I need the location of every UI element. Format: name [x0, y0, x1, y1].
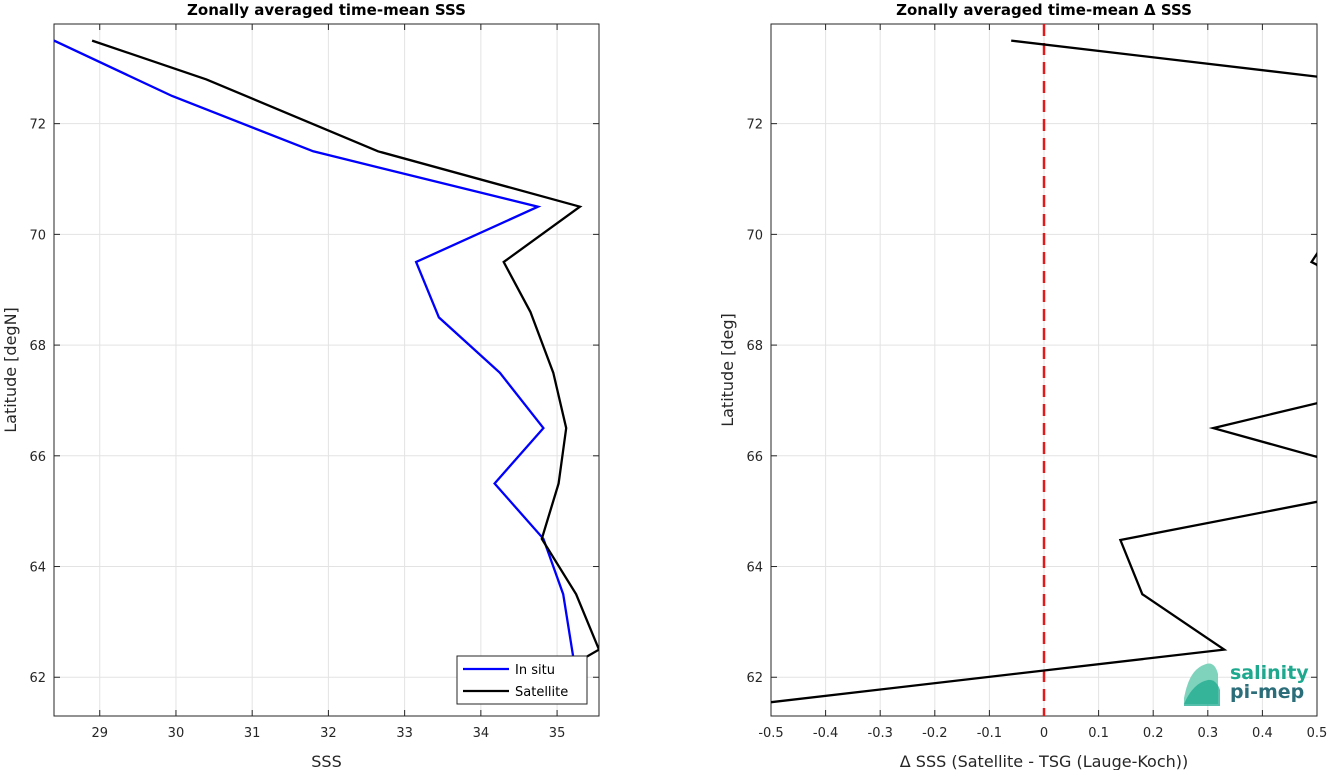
x-tick-label: 30: [168, 726, 185, 741]
legend: In situ Satellite: [456, 655, 588, 705]
x-tick-label: 0.1: [1088, 726, 1109, 741]
logo-line2: pi-mep: [1230, 681, 1304, 703]
series-group: [771, 39, 1317, 704]
series-group: [54, 39, 599, 662]
x-tick-label: -0.4: [813, 726, 838, 741]
legend-box: [456, 655, 588, 705]
panel-delta-sss: -0.5 -0.4 -0.3 -0.2 -0.1 0 0.1 0.2 0.3 0.4 0.5 62 64…: [718, 1, 1328, 770]
x-tick-label: 0.4: [1252, 726, 1273, 741]
series-line-0: [54, 39, 575, 661]
chart-title: Zonally averaged time-mean Δ SSS: [896, 1, 1192, 19]
x-tick-label: 0: [1040, 726, 1048, 741]
x-tick-label: -0.3: [868, 726, 893, 741]
x-tick-label: 0.2: [1143, 726, 1164, 741]
series-line-0: [771, 39, 1317, 704]
y-tick-label: 72: [29, 118, 46, 133]
x-tick-label: 33: [396, 726, 413, 741]
y-tick-label: 62: [746, 671, 763, 686]
x-tick-label: -0.5: [758, 726, 783, 741]
axes-box: [53, 23, 600, 717]
legend-label: Satellite: [515, 685, 568, 700]
x-tick-label: 29: [91, 726, 108, 741]
y-tick-label: 70: [29, 228, 46, 243]
y-tick-label: 70: [746, 228, 763, 243]
panel-sss: 29 30 31 32 33 34 35 62 64 66 68 70 72 Zonally averag…: [1, 1, 600, 770]
salinity-pi-mep-logo: salinity pi-mep: [1184, 662, 1309, 706]
x-tick-label: 34: [473, 726, 490, 741]
chart-title: Zonally averaged time-mean SSS: [187, 1, 466, 19]
series-line-1: [91, 39, 599, 662]
legend-label: In situ: [515, 663, 555, 678]
y-tick-label: 66: [29, 450, 46, 465]
x-tick-label: -0.2: [922, 726, 947, 741]
logo-line1: salinity: [1230, 662, 1309, 684]
x-tick-label: 31: [244, 726, 261, 741]
y-tick-label: 64: [29, 561, 46, 576]
y-axis-label: Latitude [deg]: [718, 313, 737, 427]
y-tick-label: 72: [746, 118, 763, 133]
x-tick-label: 32: [320, 726, 337, 741]
x-tick-label: 0.5: [1307, 726, 1328, 741]
x-axis-label: SSS: [311, 752, 341, 770]
y-tick-label: 68: [746, 339, 763, 354]
y-tick-label: 62: [29, 671, 46, 686]
y-axis-label: Latitude [degN]: [1, 307, 20, 433]
x-tick-label: 0.3: [1197, 726, 1218, 741]
x-axis-label: Δ SSS (Satellite - TSG (Lauge-Koch)): [900, 752, 1189, 770]
x-tick-label: 35: [549, 726, 566, 741]
y-tick-label: 64: [746, 561, 763, 576]
y-tick-label: 68: [29, 339, 46, 354]
y-tick-label: 66: [746, 450, 763, 465]
x-tick-label: -0.1: [977, 726, 1002, 741]
